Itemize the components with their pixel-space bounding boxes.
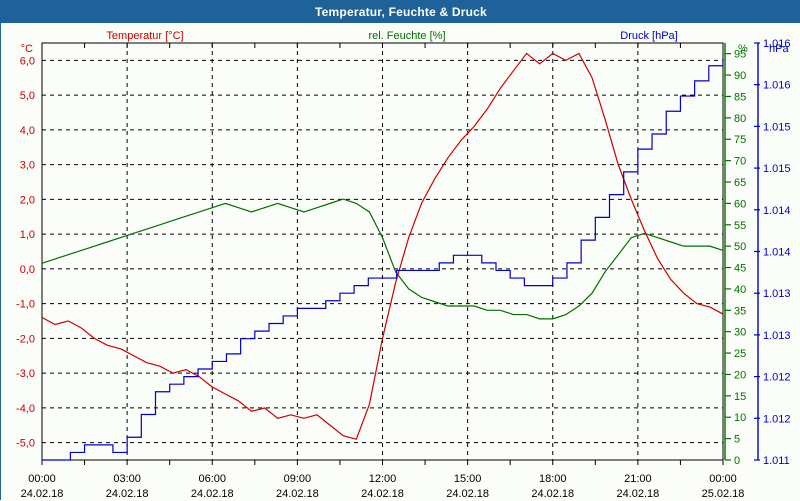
- humidity-tick-label: 45: [734, 263, 746, 275]
- humidity-tick-label: 65: [734, 177, 746, 189]
- humidity-tick-label: 25: [734, 348, 746, 360]
- time-tick-label: 21:00: [624, 473, 652, 485]
- temperature-tick-label: -1,0: [16, 299, 35, 311]
- temperature-tick-label: 3,0: [20, 160, 35, 172]
- temperature-tick-label: -4,0: [16, 403, 35, 415]
- pressure-tick-label: 1.012: [763, 413, 791, 425]
- date-tick-label: 24.02.18: [106, 488, 149, 500]
- humidity-tick-label: 10: [734, 412, 746, 424]
- pressure-tick-label: 1.011: [763, 455, 790, 467]
- temperature-tick-label: -3,0: [16, 368, 35, 380]
- pressure-curve: [42, 58, 724, 461]
- pressure-tick-label: 1.016: [763, 80, 791, 92]
- pressure-tick-label: 1.014: [763, 205, 791, 217]
- legend-humidity: rel. Feuchte [%]: [368, 30, 445, 42]
- chart-series: [41, 52, 724, 461]
- pressure-tick-label: 1.015: [763, 163, 791, 175]
- plot-frame: [41, 42, 724, 461]
- chart-canvas: Temperatur [°C] rel. Feuchte [%] Druck […: [1, 23, 800, 501]
- humidity-tick-label: 90: [734, 70, 746, 82]
- time-tick-label: 18:00: [539, 473, 567, 485]
- humidity-tick-label: 20: [734, 369, 746, 381]
- humidity-curve: [41, 198, 724, 320]
- humidity-tick-label: 55: [734, 220, 746, 232]
- pressure-tick-label: 1.013: [763, 288, 791, 300]
- pressure-tick-label: 1.013: [763, 330, 791, 342]
- pressure-axis-ticks: 1.016 1.016 1.015 1.015 1.014 1.014 1.013 1.013…: [754, 38, 791, 467]
- temperature-curve: [41, 52, 724, 440]
- window-title: Temperatur, Feuchte & Druck: [315, 5, 487, 19]
- humidity-tick-label: 75: [734, 134, 746, 146]
- time-tick-label: 15:00: [454, 473, 482, 485]
- temperature-tick-label: 5,0: [20, 90, 35, 102]
- humidity-unit-label: %: [738, 43, 748, 55]
- chart-legend: Temperatur [°C] rel. Feuchte [%] Druck […: [106, 30, 677, 42]
- legend-pressure: Druck [hPa]: [620, 30, 677, 42]
- humidity-tick-label: 50: [734, 241, 746, 253]
- date-tick-label: 24.02.18: [361, 488, 404, 500]
- humidity-tick-label: 95: [734, 49, 746, 61]
- temperature-tick-label: 2,0: [20, 194, 35, 206]
- date-tick-label: 24.02.18: [531, 488, 574, 500]
- humidity-tick-label: 0: [734, 455, 740, 467]
- date-tick-label: 24.02.18: [21, 488, 64, 500]
- chart-background: [1, 23, 800, 501]
- weather-chart-svg: Temperatur [°C] rel. Feuchte [%] Druck […: [1, 23, 800, 501]
- time-tick-label: 00:00: [28, 473, 56, 485]
- date-tick-label: 24.02.18: [446, 488, 489, 500]
- time-tick-label: 12:00: [369, 473, 397, 485]
- temperature-unit-label: °C: [21, 43, 33, 55]
- humidity-tick-label: 15: [734, 391, 746, 403]
- date-tick-label: 24.02.18: [276, 488, 319, 500]
- pressure-unit-label: hPa: [769, 43, 789, 55]
- chart-gridlines: [41, 43, 724, 465]
- time-tick-label: 09:00: [284, 473, 312, 485]
- time-tick-label: 03:00: [113, 473, 141, 485]
- humidity-tick-label: 85: [734, 91, 746, 103]
- humidity-tick-label: 60: [734, 198, 746, 210]
- temperature-tick-label: 6,0: [20, 55, 35, 67]
- humidity-tick-label: 35: [734, 305, 746, 317]
- temperature-tick-label: 0,0: [20, 264, 35, 276]
- date-tick-label: 24.02.18: [191, 488, 234, 500]
- window-title-bar: Temperatur, Feuchte & Druck: [1, 1, 800, 23]
- humidity-tick-label: 30: [734, 327, 746, 339]
- date-tick-label: 24.02.18: [616, 488, 659, 500]
- temperature-tick-label: 4,0: [20, 125, 35, 137]
- time-axis-labels: 00:00 24.02.18 03:00 24.02.18 06:00 24.02.18 0…: [21, 473, 745, 500]
- pressure-tick-label: 1.016: [763, 38, 791, 50]
- legend-temperature: Temperatur [°C]: [106, 30, 183, 42]
- date-tick-label: 25.02.18: [702, 488, 745, 500]
- humidity-tick-label: 70: [734, 156, 746, 168]
- humidity-tick-label: 5: [734, 434, 740, 446]
- temperature-tick-label: -5,0: [16, 438, 35, 450]
- humidity-tick-label: 80: [734, 113, 746, 125]
- pressure-tick-label: 1.015: [763, 121, 791, 133]
- pressure-tick-label: 1.014: [763, 247, 791, 259]
- temperature-tick-label: 1,0: [20, 229, 35, 241]
- temperature-tick-label: -2,0: [16, 333, 35, 345]
- time-tick-label: 00:00: [709, 473, 737, 485]
- pressure-tick-label: 1.012: [763, 372, 791, 384]
- temperature-axis-ticks: 6,0 5,0 4,0 3,0 2,0 1,0 0,0 -1,0 -2,0 -3,0 -4,0 -5,…: [16, 55, 35, 449]
- time-tick-label: 06:00: [198, 473, 226, 485]
- humidity-tick-label: 40: [734, 284, 746, 296]
